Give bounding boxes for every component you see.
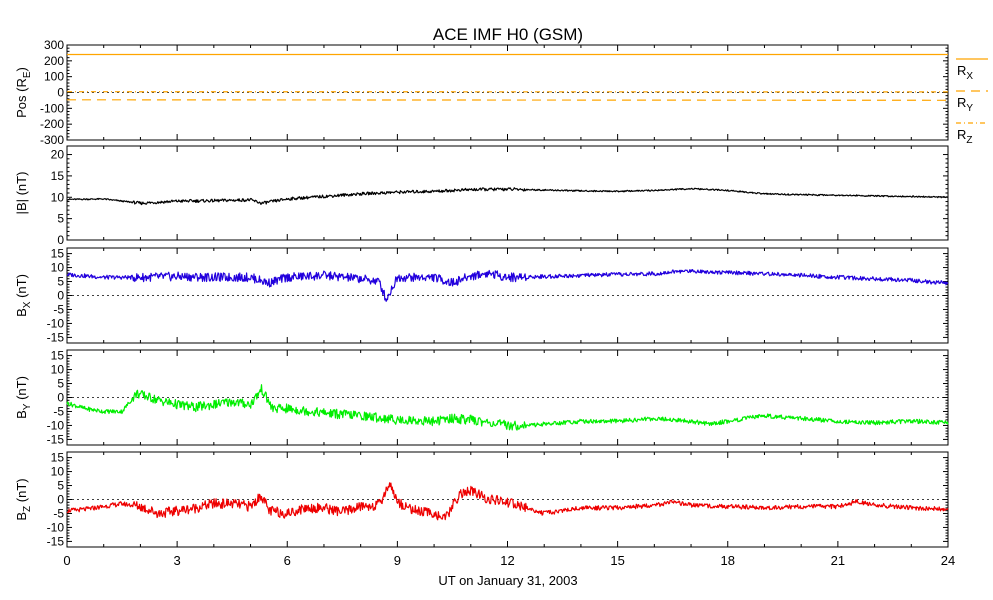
y-tick-label: -5: [53, 404, 64, 418]
y-tick-label: -10: [47, 520, 65, 534]
series-line: [67, 187, 949, 206]
y-tick-label: -5: [53, 302, 64, 316]
y-axis-label: BZ (nT): [14, 478, 33, 520]
y-tick-label: -200: [40, 117, 64, 131]
y-tick-label: 0: [57, 86, 64, 100]
x-tick-label: 3: [174, 553, 181, 568]
y-tick-label: 10: [51, 261, 65, 275]
x-tick-label: 9: [394, 553, 401, 568]
series-line: [66, 384, 949, 431]
y-tick-label: 15: [51, 169, 65, 183]
chart-title: ACE IMF H0 (GSM): [433, 25, 583, 44]
y-tick-label: -300: [40, 133, 64, 147]
y-axis-label: BX (nT): [14, 274, 33, 317]
x-tick-label: 15: [610, 553, 624, 568]
panel-0: 300 200 100 0-100 -200 -300 Pos (RE) RX RY RZ: [14, 38, 988, 147]
x-tick-label: 6: [284, 553, 291, 568]
y-tick-label: 0: [57, 391, 64, 405]
y-tick-label: 300: [44, 38, 64, 52]
y-tick-label: 10: [51, 465, 65, 479]
y-tick-label: 10: [51, 190, 65, 204]
y-tick-label: 5: [57, 479, 64, 493]
y-axis-label: BY (nT): [14, 376, 33, 419]
x-axis-label: UT on January 31, 2003: [438, 573, 577, 588]
y-tick-label: 10: [51, 363, 65, 377]
y-tick-label: 20: [51, 148, 65, 162]
y-axis-label: |B| (nT): [14, 172, 29, 215]
y-tick-label: 5: [57, 212, 64, 226]
y-tick-label: 5: [57, 275, 64, 289]
panel-frame: [66, 145, 949, 241]
x-tick-label: 12: [500, 553, 514, 568]
series-line: [66, 269, 949, 302]
legend-label: RY: [957, 95, 973, 114]
legend-label: RX: [957, 63, 973, 82]
y-tick-label: 200: [44, 54, 64, 68]
panel-1: 20 15 10 5 0 |B| (nT): [14, 145, 949, 247]
x-tick-label: 21: [831, 553, 845, 568]
y-tick-label: 15: [51, 451, 65, 465]
y-tick-label: 0: [57, 233, 64, 247]
series-line: [66, 99, 949, 101]
y-tick-label: -15: [47, 534, 65, 548]
y-tick-label: 15: [51, 247, 65, 261]
x-tick-label: 18: [721, 553, 735, 568]
y-tick-label: -15: [47, 330, 65, 344]
y-tick-label: -100: [40, 101, 64, 115]
x-tick-label: 24: [941, 553, 955, 568]
series-line: [66, 482, 949, 521]
y-tick-label: -5: [53, 506, 64, 520]
y-tick-label: -10: [47, 418, 65, 432]
y-tick-label: -15: [47, 432, 65, 446]
legend-label: RZ: [957, 127, 973, 146]
y-tick-label: 100: [44, 70, 64, 84]
y-axis-label: Pos (RE): [14, 67, 33, 118]
y-tick-label: -10: [47, 316, 65, 330]
x-tick-label: 0: [63, 553, 70, 568]
y-tick-label: 0: [57, 289, 64, 303]
y-tick-label: 0: [57, 493, 64, 507]
y-tick-label: 15: [51, 349, 65, 363]
y-tick-label: 5: [57, 377, 64, 391]
